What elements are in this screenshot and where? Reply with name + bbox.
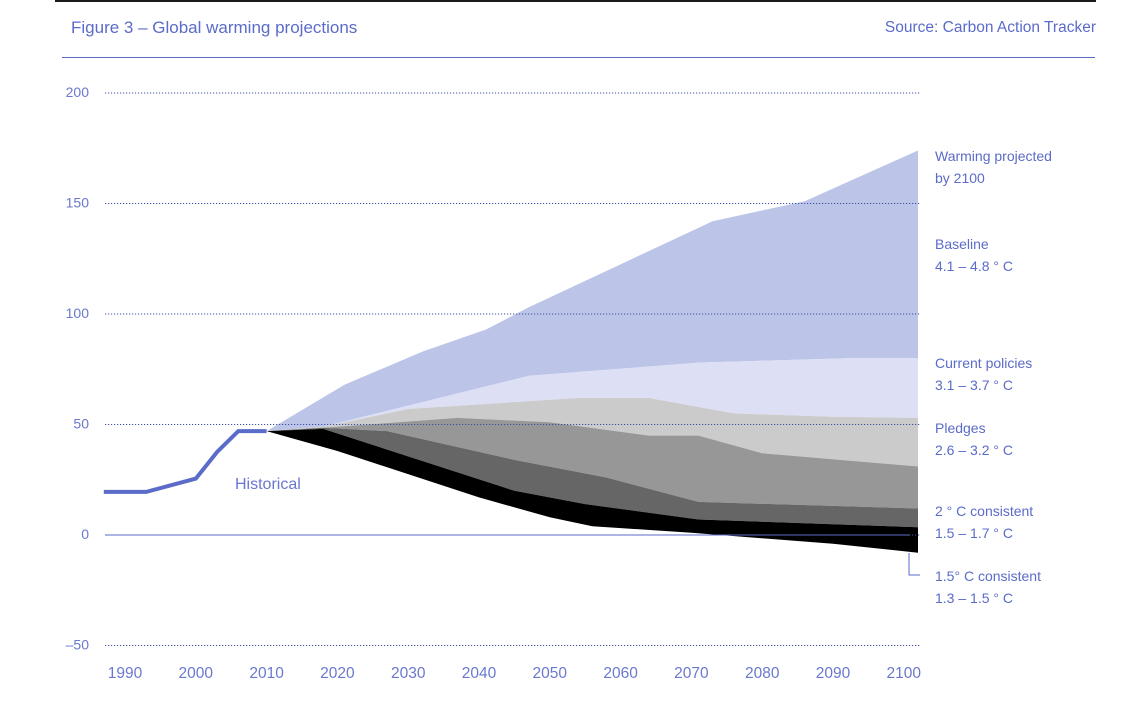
x-tick-label: 2090 — [816, 665, 851, 682]
band-pledges — [266, 398, 919, 467]
band-current-policies — [266, 358, 919, 432]
x-tick-label: 2000 — [179, 665, 214, 682]
header-divider — [62, 57, 1095, 58]
annotation-current: Current policies — [935, 355, 1032, 371]
annotation-twodeg: 1.5 – 1.7 ° C — [935, 525, 1013, 541]
annotation-onefive: 1.3 – 1.5 ° C — [935, 590, 1013, 606]
annotation-twodeg: 2 ° C consistent — [935, 503, 1033, 519]
historical-line — [103, 429, 267, 494]
annotation-baseline: 4.1 – 4.8 ° C — [935, 258, 1013, 274]
y-tick-label: 100 — [66, 305, 90, 321]
x-tick-label: 2030 — [391, 665, 426, 682]
annotation-onefive: 1.5° C consistent — [935, 568, 1041, 584]
y-axis: 200 150 100 50 0 –50 — [66, 84, 90, 653]
x-tick-label: 2020 — [320, 665, 355, 682]
band-2-c-consistent — [266, 427, 919, 528]
annotation-warming: Warming projected — [935, 148, 1052, 164]
annotations-layer: Warming projected by 2100 Baseline 4.1 – 4.… — [235, 148, 1052, 606]
annotation-warming: by 2100 — [935, 170, 985, 186]
onefive-leader-line — [908, 553, 920, 576]
source-label: Source: Carbon Action Tracker — [884, 19, 1096, 36]
x-tick-label: 2080 — [745, 665, 780, 682]
historical-layer — [103, 429, 267, 494]
y-tick-label: 0 — [81, 526, 89, 542]
x-tick-label: 2100 — [887, 665, 922, 682]
annotation-current: 3.1 – 3.7 ° C — [935, 377, 1013, 393]
annotation-historical: Historical — [235, 476, 301, 493]
gridlines-layer — [105, 92, 920, 646]
annotation-pledges: 2.6 – 3.2 ° C — [935, 442, 1013, 458]
annotation-baseline: Baseline — [935, 236, 989, 252]
x-tick-label: 1990 — [108, 665, 143, 682]
x-axis: 1990 2000 2010 2020 2030 2040 2050 2060 2070 2080… — [108, 665, 922, 682]
x-tick-label: 2070 — [674, 665, 709, 682]
x-tick-label: 2010 — [249, 665, 284, 682]
x-tick-label: 2040 — [462, 665, 497, 682]
top-border — [55, 0, 1096, 2]
y-tick-label: 150 — [66, 195, 90, 211]
bands-layer — [266, 150, 919, 553]
band-baseline — [266, 150, 919, 432]
x-tick-label: 2050 — [533, 665, 568, 682]
band-intermediate — [266, 417, 919, 509]
figure-title: Figure 3 – Global warming projections — [71, 18, 358, 37]
band-1-5-c-consistent — [266, 428, 919, 553]
x-tick-label: 2060 — [603, 665, 638, 682]
y-tick-label: 50 — [73, 416, 89, 432]
annotation-pledges: Pledges — [935, 420, 986, 436]
y-tick-label: –50 — [66, 637, 90, 653]
y-tick-label: 200 — [66, 84, 90, 100]
